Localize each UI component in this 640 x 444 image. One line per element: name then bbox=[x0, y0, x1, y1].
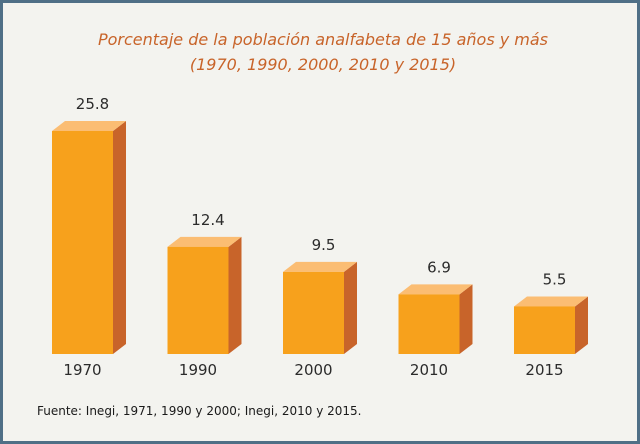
value-label: 12.4 bbox=[191, 211, 224, 229]
bar-side-face bbox=[113, 121, 126, 354]
value-label: 9.5 bbox=[312, 236, 336, 254]
category-label: 1990 bbox=[179, 361, 217, 379]
bar-1990 bbox=[167, 236, 242, 354]
bar-1970 bbox=[52, 121, 126, 354]
bar-front-face bbox=[514, 306, 575, 354]
category-label: 2010 bbox=[410, 361, 448, 379]
bar-2015 bbox=[514, 296, 588, 354]
bar-top-face bbox=[514, 296, 588, 307]
bar-top-face bbox=[398, 284, 473, 295]
value-label: 5.5 bbox=[543, 270, 567, 288]
category-label: 2000 bbox=[294, 361, 332, 379]
bar-2000 bbox=[283, 261, 357, 354]
chart-subtitle: (1970, 1990, 2000, 2010 y 2015) bbox=[189, 55, 457, 74]
category-label: 2015 bbox=[525, 361, 563, 379]
bar-side-face bbox=[575, 296, 588, 354]
bar-top-face bbox=[283, 261, 357, 272]
bar-top-face bbox=[167, 236, 242, 247]
bar-top-face bbox=[52, 121, 126, 131]
value-label: 6.9 bbox=[427, 258, 451, 276]
source-note: Fuente: Inegi, 1971, 1990 y 2000; Inegi,… bbox=[37, 404, 362, 418]
bar-side-face bbox=[228, 236, 242, 354]
bar-side-face bbox=[459, 284, 473, 354]
bar-front-face bbox=[398, 294, 460, 354]
bar-side-face bbox=[344, 261, 357, 354]
bar-front-face bbox=[52, 131, 113, 354]
value-label: 25.8 bbox=[76, 95, 109, 113]
bar-front-face bbox=[283, 271, 344, 354]
bar-2010 bbox=[398, 284, 473, 354]
bar-front-face bbox=[167, 246, 229, 354]
chart-title: Porcentaje de la población analfabeta de… bbox=[97, 30, 549, 49]
category-label: 1970 bbox=[63, 361, 101, 379]
